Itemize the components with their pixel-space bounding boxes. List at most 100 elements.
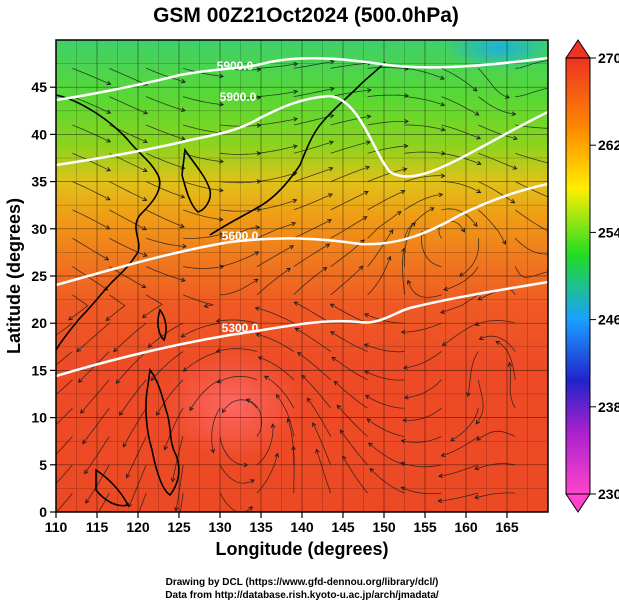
streamline xyxy=(84,436,110,474)
colorbar-bottom-arrow xyxy=(565,493,591,513)
x-tick-label: 125 xyxy=(167,519,191,535)
streamline-arrowhead xyxy=(440,127,446,132)
streamline xyxy=(182,181,223,191)
streamline-arrowhead xyxy=(41,434,45,438)
streamline xyxy=(407,280,442,298)
streamline-arrowhead xyxy=(256,123,262,128)
streamline xyxy=(442,322,479,346)
streamline-arrowhead xyxy=(460,227,465,233)
coastline-borneo xyxy=(95,468,130,507)
streamline xyxy=(264,375,295,409)
streamline-arrowhead xyxy=(293,301,299,306)
streamline xyxy=(189,379,221,411)
y-tick-label: 5 xyxy=(39,457,47,473)
streamline xyxy=(150,351,184,381)
colorbar: 270 262 254 246 238 230 xyxy=(565,39,619,513)
streamline xyxy=(438,492,479,502)
streamline-arrowhead xyxy=(336,404,342,410)
streamline xyxy=(515,87,548,97)
streamline xyxy=(109,237,148,257)
streamline xyxy=(256,118,298,126)
streamline xyxy=(403,407,442,421)
streamline xyxy=(56,464,73,485)
streamline xyxy=(293,267,327,296)
streamline-arrowhead xyxy=(113,347,118,353)
streamline xyxy=(256,90,298,97)
streamline-arrowhead xyxy=(329,113,335,119)
streamline-arrowhead xyxy=(270,423,276,429)
streamline xyxy=(441,436,479,457)
streamline-arrowhead xyxy=(369,467,375,473)
streamline xyxy=(78,351,110,383)
streamline xyxy=(146,96,186,111)
colorbar-ticks: 270 262 254 246 238 230 xyxy=(590,50,619,502)
streamline xyxy=(146,181,185,198)
x-tick-label: 150 xyxy=(372,519,396,535)
streamline-arrowhead xyxy=(76,347,81,353)
streamline xyxy=(219,251,259,267)
streamline-arrowhead xyxy=(438,473,443,479)
streamline-arrowhead xyxy=(388,229,394,234)
streamline-arrowhead xyxy=(143,110,149,115)
streamline xyxy=(367,229,394,267)
streamline xyxy=(404,96,445,106)
streamline xyxy=(337,405,368,437)
height-contour-line xyxy=(56,182,548,287)
streamline xyxy=(276,394,295,437)
streamline xyxy=(255,307,294,324)
wind-streamlines xyxy=(41,59,548,512)
height-contours: 5300.0 5600.0 5900.0 5900.0 xyxy=(56,56,548,378)
streamline xyxy=(366,418,405,437)
streamline-arrowhead xyxy=(275,394,281,399)
streamline xyxy=(80,379,110,414)
streamline xyxy=(476,430,516,441)
streamline xyxy=(109,209,147,231)
height-contour-line xyxy=(56,94,548,178)
streamline xyxy=(182,124,224,134)
streamline xyxy=(219,436,248,466)
streamline-arrowhead xyxy=(512,135,518,141)
streamline xyxy=(211,407,221,453)
streamline-arrowhead xyxy=(142,167,148,172)
streamline xyxy=(72,237,109,261)
streamline-arrowhead xyxy=(402,418,407,423)
streamline xyxy=(56,492,73,512)
streamline xyxy=(515,181,548,198)
streamline-arrowhead xyxy=(142,138,148,144)
streamline xyxy=(401,436,442,443)
streamline-arrowhead xyxy=(476,436,481,441)
streamline-arrowhead xyxy=(106,109,112,114)
streamline-arrowhead xyxy=(331,356,337,362)
streamline xyxy=(364,343,405,353)
streamline-arrowhead xyxy=(163,445,168,451)
streamline-arrowhead xyxy=(221,408,227,414)
streamline xyxy=(401,462,442,468)
streamline-arrowhead xyxy=(180,136,186,141)
y-tick-label: 35 xyxy=(31,174,47,190)
streamline xyxy=(441,208,478,227)
streamline xyxy=(72,266,108,291)
streamline-arrowhead xyxy=(403,143,409,149)
streamline-arrowhead xyxy=(438,192,444,198)
streamline-arrowhead xyxy=(248,506,254,511)
streamline-arrowhead xyxy=(440,101,446,107)
streamline-arrowhead xyxy=(315,448,320,454)
streamline xyxy=(109,181,147,201)
streamline xyxy=(246,399,263,437)
streamline xyxy=(219,492,253,512)
streamline xyxy=(459,238,480,277)
streamline xyxy=(330,141,371,154)
streamline xyxy=(367,67,409,70)
streamline-arrowhead xyxy=(216,379,222,384)
streamline xyxy=(441,124,481,139)
streamline-arrowhead xyxy=(329,140,335,145)
streamline-arrowhead xyxy=(472,87,478,92)
streamline-arrowhead xyxy=(400,486,406,491)
streamline-arrowhead xyxy=(106,80,112,86)
streamline-arrowhead xyxy=(293,89,299,95)
x-axis-title: Longitude (degrees) xyxy=(215,539,388,559)
streamline-arrowhead xyxy=(358,265,364,271)
streamline xyxy=(475,463,516,470)
streamline-arrowhead xyxy=(339,429,345,435)
streamline xyxy=(509,362,516,409)
